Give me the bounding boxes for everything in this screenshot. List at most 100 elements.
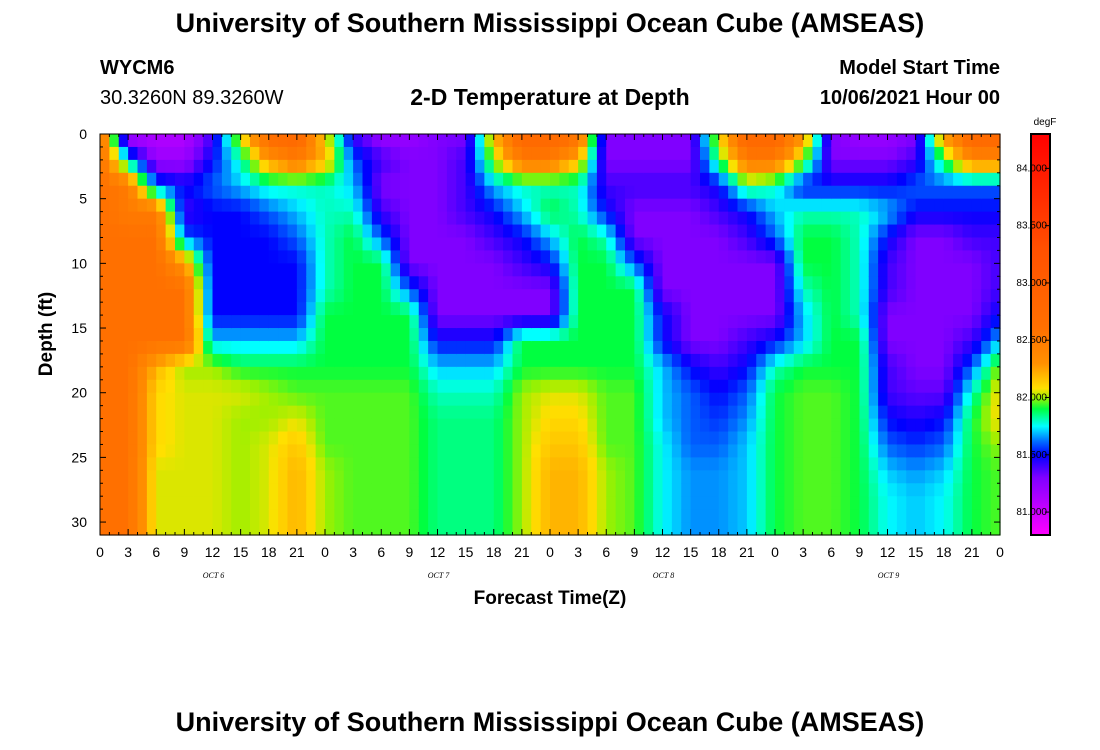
- heatmap-cell: [371, 211, 382, 226]
- heatmap-cell: [718, 289, 729, 303]
- heatmap-cell: [465, 159, 476, 174]
- heatmap-cell: [390, 250, 401, 264]
- heatmap-cell: [296, 302, 307, 316]
- heatmap-cell: [278, 405, 289, 420]
- heatmap-cell: [943, 496, 954, 510]
- heatmap-cell: [700, 457, 710, 471]
- heatmap-cell: [775, 392, 785, 407]
- heatmap-cell: [278, 185, 289, 200]
- heatmap-cell: [643, 457, 654, 471]
- heatmap-cell: [343, 185, 354, 200]
- heatmap-cell: [475, 379, 485, 394]
- heatmap-cell: [493, 379, 504, 394]
- heatmap-cell: [775, 302, 785, 316]
- heatmap-cell: [475, 483, 485, 497]
- heatmap-cell: [821, 172, 832, 187]
- heatmap-cell: [812, 159, 823, 174]
- heatmap-cell: [100, 211, 110, 226]
- heatmap-cell: [775, 198, 785, 213]
- heatmap-cell: [353, 172, 364, 187]
- heatmap-cell: [193, 276, 204, 290]
- heatmap-cell: [381, 159, 392, 174]
- heatmap-cell: [287, 444, 298, 458]
- heatmap-cell: [653, 146, 664, 161]
- heatmap-cell: [118, 224, 129, 239]
- heatmap-cell: [878, 198, 889, 213]
- heatmap-cell: [878, 159, 889, 174]
- heatmap-cell: [728, 457, 739, 471]
- heatmap-cell: [521, 431, 532, 446]
- heatmap-cell: [259, 379, 270, 394]
- heatmap-cell: [259, 522, 270, 536]
- heatmap-cell: [662, 263, 673, 277]
- heatmap-cell: [390, 392, 401, 407]
- heatmap-cell: [746, 379, 757, 394]
- heatmap-cell: [390, 353, 401, 368]
- heatmap-cell: [287, 315, 298, 329]
- heatmap-cell: [193, 340, 204, 355]
- heatmap-cell: [278, 276, 289, 290]
- heatmap-cell: [606, 263, 617, 277]
- heatmap-cell: [662, 172, 673, 187]
- heatmap-cell: [812, 470, 823, 484]
- heatmap-cell: [625, 185, 635, 200]
- heatmap-cell: [625, 263, 635, 277]
- heatmap-cell: [446, 237, 457, 252]
- heatmap-cell: [400, 302, 410, 316]
- heatmap-cell: [334, 392, 345, 407]
- heatmap-cell: [690, 522, 701, 536]
- heatmap-cell: [156, 250, 167, 264]
- heatmap-cell: [700, 289, 710, 303]
- heatmap-cell: [812, 418, 823, 433]
- heatmap-cell: [690, 431, 701, 446]
- heatmap-cell: [859, 237, 870, 252]
- heatmap-cell: [400, 172, 410, 187]
- heatmap-cell: [878, 276, 889, 290]
- heatmap-cell: [971, 366, 982, 381]
- heatmap-cell: [878, 457, 889, 471]
- heatmap-cell: [868, 418, 879, 433]
- heatmap-cell: [428, 146, 439, 161]
- heatmap-cell: [128, 353, 139, 368]
- heatmap-cell: [578, 522, 589, 536]
- heatmap-cell: [756, 289, 767, 303]
- heatmap-cell: [971, 211, 982, 226]
- heatmap-cell: [231, 302, 242, 316]
- heatmap-cell: [709, 405, 720, 420]
- heatmap-cell: [643, 470, 654, 484]
- heatmap-cell: [840, 159, 851, 174]
- heatmap-cell: [671, 146, 682, 161]
- heatmap-cell: [784, 353, 795, 368]
- heatmap-cell: [484, 340, 495, 355]
- heatmap-cell: [306, 366, 317, 381]
- heatmap-cell: [775, 405, 785, 420]
- heatmap-cell: [109, 146, 120, 161]
- heatmap-cell: [390, 340, 401, 355]
- heatmap-cell: [700, 224, 710, 239]
- heatmap-cell: [240, 172, 251, 187]
- heatmap-cell: [231, 159, 242, 174]
- heatmap-cell: [868, 237, 879, 252]
- heatmap-cell: [718, 159, 729, 174]
- heatmap-cell: [831, 315, 842, 329]
- heatmap-cell: [118, 418, 129, 433]
- heatmap-cell: [118, 353, 129, 368]
- heatmap-cell: [456, 366, 467, 381]
- heatmap-cell: [840, 483, 851, 497]
- heatmap-cell: [390, 263, 401, 277]
- heatmap-cell: [681, 328, 692, 342]
- heatmap-cell: [409, 366, 420, 381]
- heatmap-cell: [634, 522, 645, 536]
- heatmap-cell: [268, 431, 279, 446]
- heatmap-cell: [887, 418, 898, 433]
- heatmap-cell: [915, 496, 926, 510]
- heatmap-cell: [887, 276, 898, 290]
- heatmap-cell: [793, 198, 804, 213]
- heatmap-cell: [428, 211, 439, 226]
- heatmap-cell: [737, 366, 748, 381]
- heatmap-cell: [803, 444, 814, 458]
- heatmap-cell: [756, 483, 767, 497]
- heatmap-cell: [653, 444, 664, 458]
- heatmap-cell: [643, 276, 654, 290]
- heatmap-cell: [240, 522, 251, 536]
